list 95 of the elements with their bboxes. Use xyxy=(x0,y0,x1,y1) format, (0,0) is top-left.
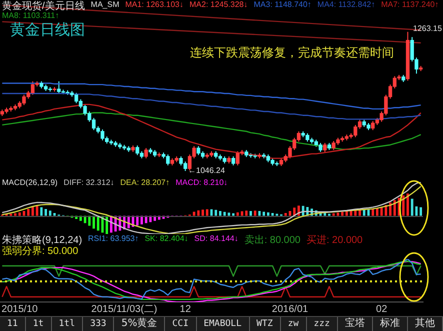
text: MA1: 1263.103↓ xyxy=(125,0,184,10)
text: MA2: 1245.328↓ xyxy=(189,0,248,10)
bar xyxy=(245,210,248,216)
bar xyxy=(18,212,21,216)
bar xyxy=(384,205,388,216)
text: MA_SM xyxy=(90,0,120,10)
text: 强弱分界: 50.000 xyxy=(2,244,79,257)
bar xyxy=(96,216,100,231)
text: 买进: 20.000 xyxy=(306,234,364,246)
text: MA8: 1103.311↑ xyxy=(2,11,60,20)
text: 1tl xyxy=(52,317,84,331)
candlestick xyxy=(30,80,35,96)
bar xyxy=(372,209,374,216)
text: 333 xyxy=(83,317,114,331)
bar xyxy=(266,212,270,216)
annotation: 黄金日线图 xyxy=(10,22,85,39)
bar xyxy=(410,198,414,216)
x-tick-label: 02 xyxy=(376,304,388,315)
bar xyxy=(154,216,156,221)
annotation: ←1046.24 xyxy=(188,166,226,176)
annotation: 1263.15 xyxy=(413,24,442,34)
bar xyxy=(144,216,148,224)
text: zzz xyxy=(306,317,338,331)
text: MACD: 8.210↓ xyxy=(176,178,228,188)
bar xyxy=(393,200,396,216)
chart-title: MACD(26,12,9) xyxy=(2,178,58,188)
bar xyxy=(48,210,52,216)
bar xyxy=(202,210,204,216)
bar xyxy=(140,216,143,224)
bar xyxy=(206,209,208,216)
candlestick xyxy=(100,128,104,141)
bar xyxy=(236,212,239,216)
bar xyxy=(284,213,287,216)
text: EMABOLL xyxy=(196,317,250,331)
x-tick-label: 2015/10 xyxy=(2,304,38,315)
text: 11 xyxy=(0,317,26,331)
chart-title: 朱拂策略(9,12,24) xyxy=(2,234,82,246)
bar xyxy=(192,212,196,216)
text: DEA: 28.207↑ xyxy=(120,178,170,188)
bar xyxy=(380,207,383,216)
text: WTZ xyxy=(250,317,281,331)
candlestick xyxy=(92,117,96,131)
bar xyxy=(88,216,91,226)
candlestick xyxy=(57,80,61,94)
text: 1t xyxy=(26,317,52,331)
bar xyxy=(136,216,139,226)
text: MA7: 1137.240↑ xyxy=(381,0,439,10)
bar xyxy=(223,212,226,216)
candlestick xyxy=(22,94,26,106)
bar xyxy=(420,207,422,216)
x-tick-label: 2015/11/03(二) xyxy=(91,304,158,315)
bar xyxy=(36,206,38,216)
bar xyxy=(341,212,344,216)
text: 其他 xyxy=(408,317,443,331)
bar xyxy=(250,211,252,216)
bar xyxy=(271,213,274,216)
bar xyxy=(106,216,108,234)
text: 宝塔 xyxy=(338,317,374,331)
bar xyxy=(44,209,47,216)
bar xyxy=(79,216,82,221)
bar xyxy=(293,208,296,216)
text: SK: 82.404↓ xyxy=(144,234,188,244)
candlestick xyxy=(83,104,87,116)
text: 5%黄金 xyxy=(114,317,166,331)
text: 标准 xyxy=(373,317,408,331)
bar xyxy=(32,207,34,216)
text: RSI1: 63.953↑ xyxy=(88,234,139,244)
text: MA3: 1148.740↑ xyxy=(254,0,312,10)
x-tick-label: 12 xyxy=(180,304,192,315)
bar xyxy=(376,208,378,216)
text: SD: 84.144↓ xyxy=(194,234,238,244)
bar xyxy=(389,202,392,216)
x-tick-label: 2016/01 xyxy=(272,304,309,315)
text: CCI xyxy=(165,317,197,331)
bar xyxy=(254,210,256,216)
bar xyxy=(298,206,300,216)
bar xyxy=(402,195,405,216)
candlestick xyxy=(74,92,78,104)
text: MA4: 1132.842↑ xyxy=(317,0,376,10)
text: 卖出: 80.000 xyxy=(244,234,301,246)
bar xyxy=(214,210,218,216)
bar xyxy=(262,212,266,216)
text: DIFF: 32.312↓ xyxy=(64,178,114,188)
bar xyxy=(406,193,409,216)
bar xyxy=(324,213,326,216)
bar xyxy=(27,209,30,216)
bar xyxy=(197,210,200,216)
candlestick xyxy=(136,144,140,156)
bar xyxy=(40,207,43,216)
bar xyxy=(92,216,95,229)
annotation: 连续下跌震荡修复，完成节奏还需时间 xyxy=(190,45,394,60)
candlestick xyxy=(144,148,148,159)
text: zw xyxy=(280,317,307,331)
bar xyxy=(219,211,222,216)
bar xyxy=(228,212,230,216)
